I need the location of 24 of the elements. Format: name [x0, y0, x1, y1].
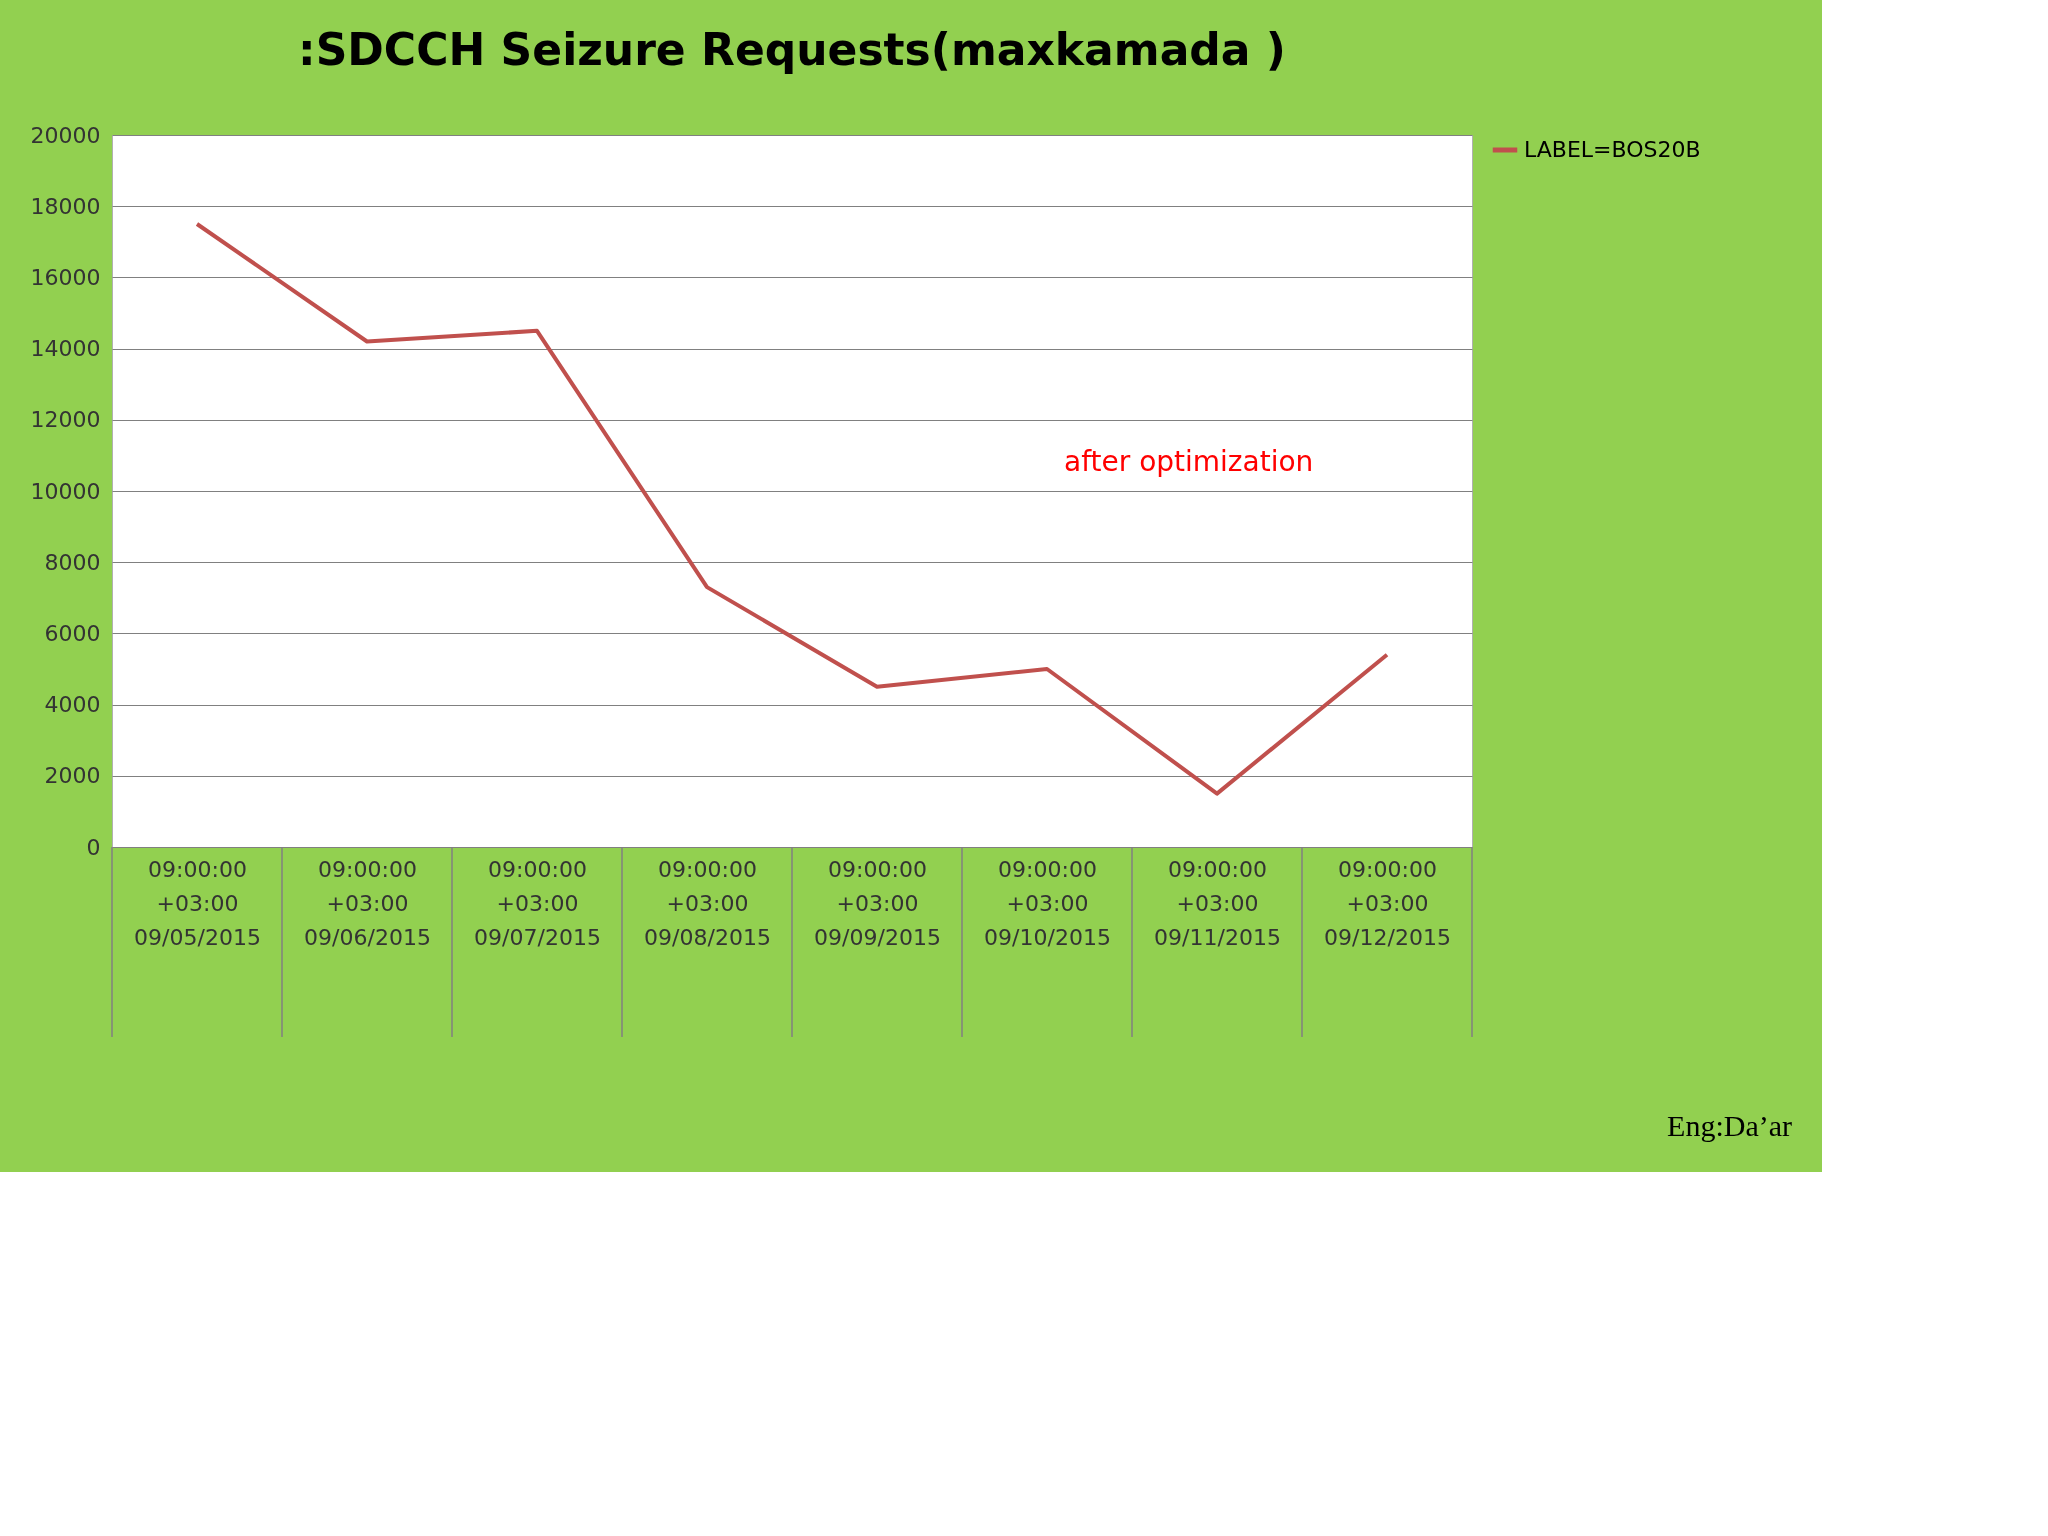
- y-tick-label: 12000: [30, 407, 101, 433]
- y-tick-label: 8000: [44, 549, 101, 575]
- x-tick-label: 09:00:00 +03:00 09/06/2015: [304, 856, 431, 950]
- x-tick-label: 09:00:00 +03:00 09/09/2015: [814, 856, 941, 950]
- text: Eng:Da’ar: [1667, 1109, 1793, 1142]
- chart-title: :SDCCH Seizure Requests(maxkamada ): [298, 24, 1286, 75]
- x-tick-label: 09:00:00 +03:00 09/08/2015: [644, 856, 771, 950]
- y-tick-label: 0: [86, 834, 101, 860]
- y-tick-label: 10000: [30, 478, 101, 504]
- x-tick-label: 09:00:00 +03:00 09/11/2015: [1154, 856, 1281, 950]
- y-tick-label: 6000: [44, 620, 101, 646]
- y-tick-label: 16000: [30, 264, 101, 290]
- y-tick-label: 14000: [30, 336, 101, 362]
- line-series: [195, 222, 1389, 796]
- y-tick-label: 18000: [30, 193, 101, 219]
- y-tick-label: 20000: [30, 122, 101, 148]
- legend-label: LABEL=BOS20B: [1524, 137, 1701, 162]
- x-tick-label: 09:00:00 +03:00 09/05/2015: [134, 856, 261, 950]
- x-tick-label: 09:00:00 +03:00 09/12/2015: [1324, 856, 1451, 950]
- y-tick-label: 4000: [44, 692, 101, 718]
- x-tick-label: 09:00:00 +03:00 09/07/2015: [474, 856, 601, 950]
- x-tick-label: 09:00:00 +03:00 09/10/2015: [984, 856, 1111, 950]
- annotation: after optimization: [1064, 444, 1314, 478]
- y-tick-label: 2000: [44, 763, 101, 789]
